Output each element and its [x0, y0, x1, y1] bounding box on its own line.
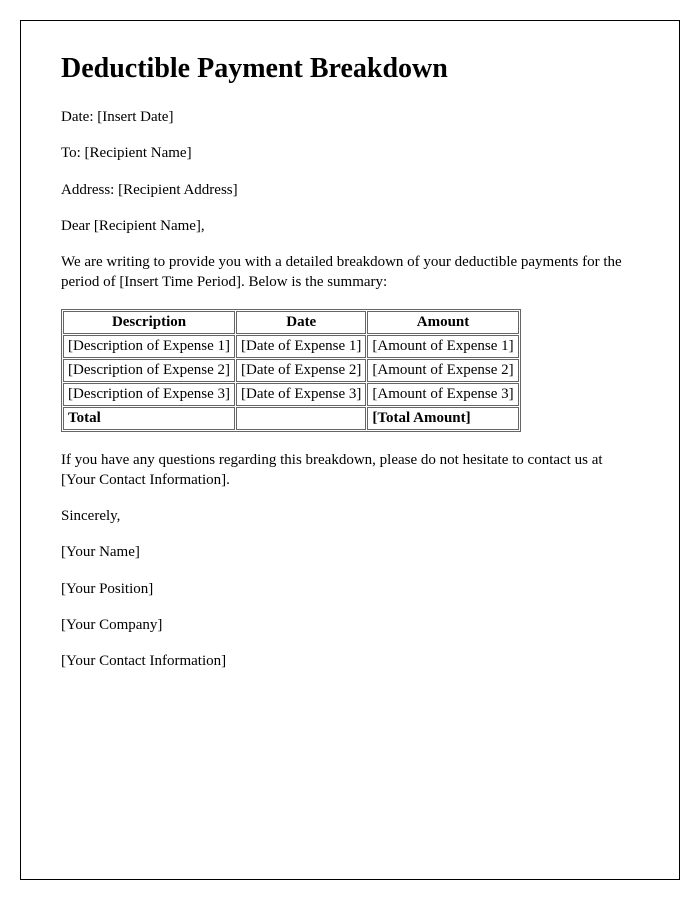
table-row: [Description of Expense 2] [Date of Expe… [63, 359, 519, 382]
table-row: [Description of Expense 1] [Date of Expe… [63, 335, 519, 358]
cell-amount: [Amount of Expense 2] [367, 359, 518, 382]
cell-date: [Date of Expense 2] [236, 359, 366, 382]
total-empty-cell [236, 407, 366, 430]
cell-amount: [Amount of Expense 3] [367, 383, 518, 406]
address-line: Address: [Recipient Address] [61, 180, 639, 200]
column-header-amount: Amount [367, 311, 518, 334]
to-line: To: [Recipient Name] [61, 143, 639, 163]
total-label-cell: Total [63, 407, 235, 430]
table-row: [Description of Expense 3] [Date of Expe… [63, 383, 519, 406]
date-line: Date: [Insert Date] [61, 107, 639, 127]
signoff-company: [Your Company] [61, 615, 639, 635]
greeting-line: Dear [Recipient Name], [61, 216, 639, 236]
cell-date: [Date of Expense 3] [236, 383, 366, 406]
cell-date: [Date of Expense 1] [236, 335, 366, 358]
cell-description: [Description of Expense 1] [63, 335, 235, 358]
cell-description: [Description of Expense 2] [63, 359, 235, 382]
page-title: Deductible Payment Breakdown [61, 53, 639, 85]
expense-table: Description Date Amount [Description of … [61, 309, 521, 432]
column-header-date: Date [236, 311, 366, 334]
cell-amount: [Amount of Expense 1] [367, 335, 518, 358]
signoff-sincerely: Sincerely, [61, 506, 639, 526]
cell-description: [Description of Expense 3] [63, 383, 235, 406]
column-header-description: Description [63, 311, 235, 334]
document-page: Deductible Payment Breakdown Date: [Inse… [20, 20, 680, 880]
outro-paragraph: If you have any questions regarding this… [61, 450, 639, 491]
intro-paragraph: We are writing to provide you with a det… [61, 252, 639, 293]
table-header-row: Description Date Amount [63, 311, 519, 334]
signoff-name: [Your Name] [61, 542, 639, 562]
signoff-position: [Your Position] [61, 579, 639, 599]
total-amount-cell: [Total Amount] [367, 407, 518, 430]
table-total-row: Total [Total Amount] [63, 407, 519, 430]
signoff-contact: [Your Contact Information] [61, 651, 639, 671]
